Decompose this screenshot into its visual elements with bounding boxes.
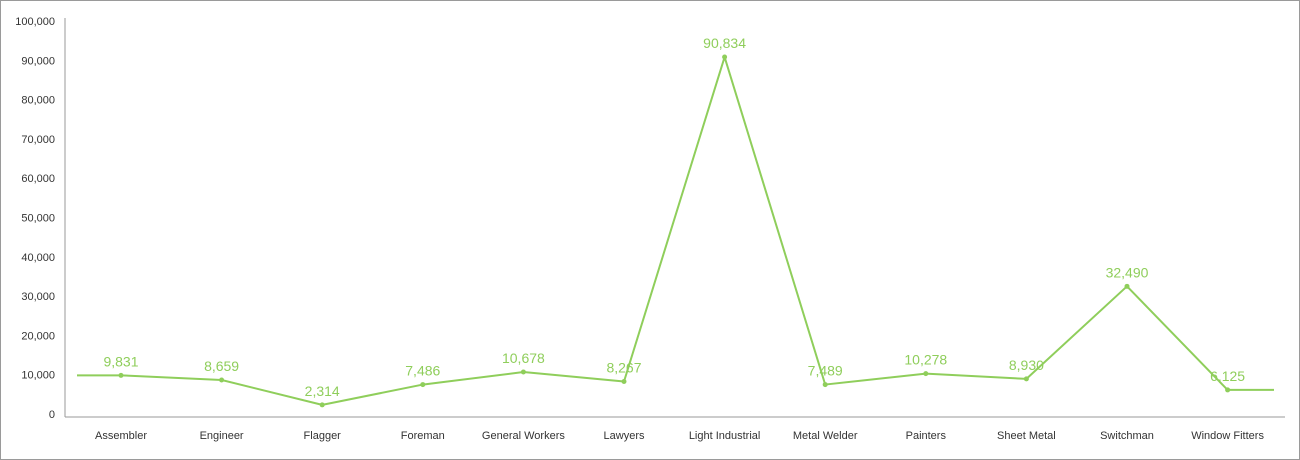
x-tick-label: Foreman bbox=[401, 430, 445, 442]
x-tick-label: General Workers bbox=[482, 430, 565, 442]
data-point bbox=[219, 377, 225, 383]
x-tick-label: Sheet Metal bbox=[997, 430, 1056, 442]
y-tick-label: 50,000 bbox=[21, 213, 55, 225]
data-point bbox=[319, 402, 325, 408]
data-label: 90,834 bbox=[703, 35, 746, 51]
data-point bbox=[822, 382, 828, 388]
x-tick-label: Flagger bbox=[304, 430, 342, 442]
data-labels: 9,831 8,659 2,314 7,486 10,678 8,267 90,834 7,4… bbox=[103, 35, 1245, 399]
data-label: 8,267 bbox=[606, 360, 641, 376]
y-tick-label: 40,000 bbox=[21, 252, 55, 264]
data-label: 6,125 bbox=[1210, 368, 1245, 384]
x-tick-label: Engineer bbox=[200, 430, 244, 442]
data-point bbox=[1225, 387, 1231, 393]
data-point bbox=[923, 371, 929, 377]
y-tick-label: 20,000 bbox=[21, 330, 55, 342]
x-tick-labels: Assembler Engineer Flagger Foreman General W… bbox=[95, 430, 1264, 442]
data-point bbox=[520, 369, 526, 375]
data-points bbox=[118, 54, 1231, 408]
x-tick-label: Lawyers bbox=[604, 430, 645, 442]
data-point bbox=[621, 379, 627, 385]
data-point bbox=[118, 372, 124, 378]
data-point bbox=[1124, 283, 1130, 289]
y-tick-label: 30,000 bbox=[21, 291, 55, 303]
data-label: 32,490 bbox=[1106, 264, 1149, 280]
y-tick-label: 10,000 bbox=[21, 370, 55, 382]
data-point bbox=[1023, 376, 1029, 382]
x-tick-label: Painters bbox=[906, 430, 947, 442]
y-tick-label: 0 bbox=[49, 409, 55, 421]
y-tick-label: 70,000 bbox=[21, 134, 55, 146]
y-tick-label: 60,000 bbox=[21, 173, 55, 185]
data-label: 10,678 bbox=[502, 350, 545, 366]
x-tick-label: Window Fitters bbox=[1191, 430, 1264, 442]
series-line bbox=[77, 56, 1274, 406]
data-label: 7,486 bbox=[405, 363, 440, 379]
data-point bbox=[420, 382, 426, 388]
y-tick-label: 80,000 bbox=[21, 95, 55, 107]
x-tick-label: Assembler bbox=[95, 430, 147, 442]
data-label: 10,278 bbox=[904, 352, 947, 368]
y-tick-label: 100,000 bbox=[15, 16, 55, 28]
y-tick-labels: 0 10,000 20,000 30,000 40,000 50,000 60,000 70,… bbox=[15, 16, 55, 421]
data-label: 9,831 bbox=[103, 353, 138, 369]
x-tick-label: Light Industrial bbox=[689, 430, 761, 442]
y-tick-label: 90,000 bbox=[21, 55, 55, 67]
data-label: 8,930 bbox=[1009, 357, 1044, 373]
data-label: 8,659 bbox=[204, 358, 239, 374]
data-label: 2,314 bbox=[305, 383, 340, 399]
data-label: 7,489 bbox=[808, 363, 843, 379]
x-tick-label: Metal Welder bbox=[793, 430, 858, 442]
data-point bbox=[722, 54, 728, 60]
x-tick-label: Switchman bbox=[1100, 430, 1154, 442]
